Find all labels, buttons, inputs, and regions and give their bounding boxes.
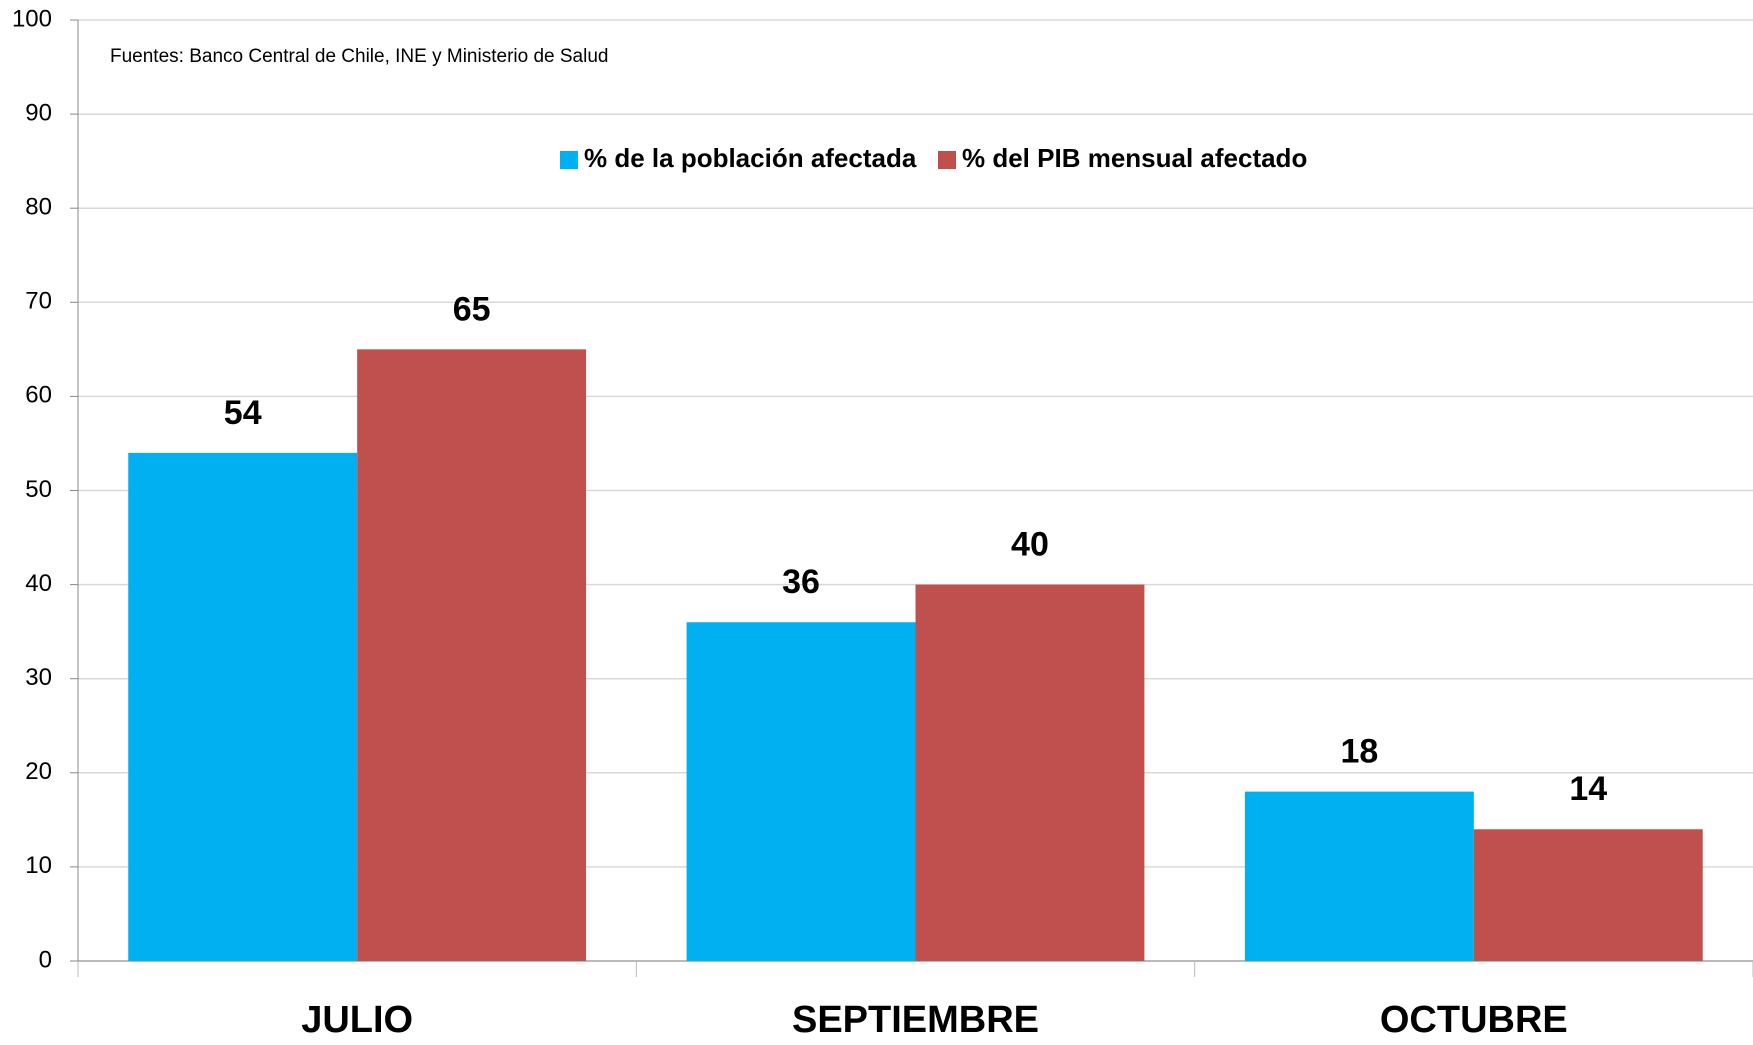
legend-label: % del PIB mensual afectado bbox=[962, 143, 1307, 173]
bar bbox=[128, 452, 358, 961]
value-label: 65 bbox=[453, 290, 491, 328]
y-tick-label: 10 bbox=[25, 852, 52, 879]
value-label: 40 bbox=[1011, 526, 1049, 564]
x-tick-label: SEPTIEMBRE bbox=[792, 999, 1039, 1041]
y-tick-label: 90 bbox=[25, 99, 52, 126]
legend-swatch bbox=[560, 151, 578, 169]
y-tick-label: 30 bbox=[25, 664, 52, 691]
source-note: Fuentes: Banco Central de Chile, INE y M… bbox=[110, 46, 608, 67]
value-label: 14 bbox=[1569, 770, 1607, 808]
x-tick-label: JULIO bbox=[301, 999, 413, 1041]
bar bbox=[686, 622, 916, 961]
y-tick-label: 60 bbox=[25, 382, 52, 409]
value-label: 54 bbox=[224, 394, 262, 432]
value-label: 18 bbox=[1340, 733, 1378, 771]
bar bbox=[357, 349, 587, 962]
legend-swatch bbox=[938, 151, 956, 169]
y-tick-label: 20 bbox=[25, 758, 52, 785]
y-tick-label: 40 bbox=[25, 570, 52, 597]
bar bbox=[1473, 829, 1703, 961]
value-label: 36 bbox=[782, 563, 820, 601]
y-tick-label: 70 bbox=[25, 288, 52, 315]
x-tick-label: OCTUBRE bbox=[1380, 999, 1568, 1041]
bar bbox=[915, 584, 1145, 961]
legend-label: % de la población afectada bbox=[584, 143, 917, 173]
bar bbox=[1244, 791, 1474, 961]
y-tick-label: 100 bbox=[12, 5, 52, 32]
y-tick-label: 80 bbox=[25, 194, 52, 221]
y-tick-label: 50 bbox=[25, 476, 52, 503]
y-tick-label: 0 bbox=[39, 946, 52, 973]
